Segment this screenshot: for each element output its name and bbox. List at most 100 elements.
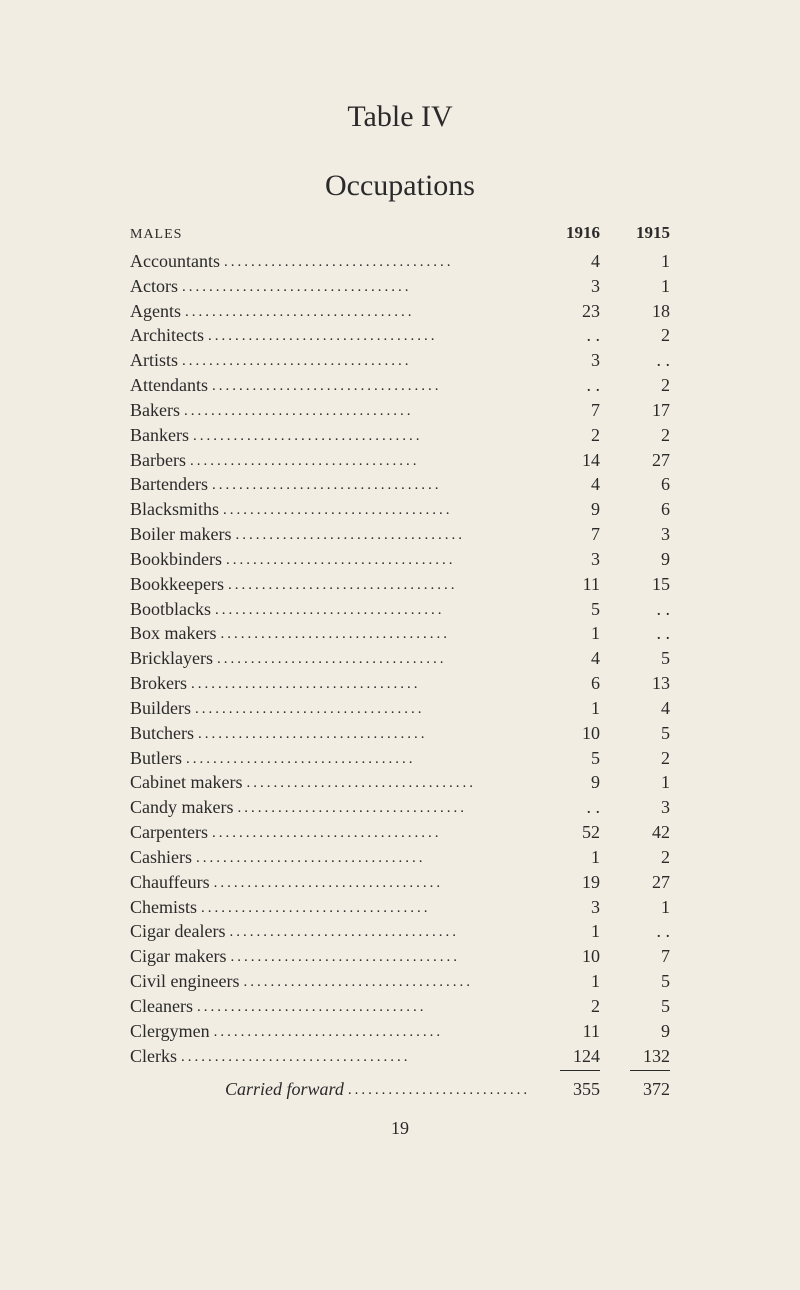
row-label: Artists — [130, 348, 182, 373]
dot-leader: .................................. — [186, 749, 530, 770]
carried-forward-row: Carried forward ........................… — [130, 1077, 670, 1102]
table-row: Bakers..................................… — [130, 398, 670, 423]
dot-leader: .................................. — [181, 1047, 530, 1068]
row-label: Box makers — [130, 621, 220, 646]
row-label: Boiler makers — [130, 522, 235, 547]
row-value-1915: 4 — [600, 696, 670, 721]
row-label: Cabinet makers — [130, 770, 246, 795]
row-value-1916: 1 — [530, 621, 600, 646]
table-row: Chemists................................… — [130, 895, 670, 920]
row-value-1915: 132 — [600, 1044, 670, 1069]
row-value-1916: 1 — [530, 919, 600, 944]
table-row: Clergymen...............................… — [130, 1019, 670, 1044]
table-row: Cashiers................................… — [130, 845, 670, 870]
row-value-1915: . . — [600, 621, 670, 646]
row-value-1915: 1 — [600, 274, 670, 299]
row-label: Builders — [130, 696, 195, 721]
table-row: Clerks..................................… — [130, 1044, 670, 1069]
row-value-1915: 7 — [600, 944, 670, 969]
row-value-1915: 6 — [600, 472, 670, 497]
row-value-1915: 5 — [600, 994, 670, 1019]
dot-leader: .................................. — [214, 1022, 530, 1043]
dot-leader: .................................. — [217, 649, 530, 670]
dot-leader: .................................. — [185, 302, 530, 323]
row-value-1916: 1 — [530, 845, 600, 870]
row-value-1916: 10 — [530, 721, 600, 746]
table-row: Chauffeurs..............................… — [130, 870, 670, 895]
row-value-1915: 1 — [600, 249, 670, 274]
row-value-1915: 18 — [600, 299, 670, 324]
dot-leader: .................................. — [224, 252, 530, 273]
table-row: Bartenders..............................… — [130, 472, 670, 497]
row-label: Candy makers — [130, 795, 237, 820]
row-value-1915: 27 — [600, 448, 670, 473]
dot-leader: .................................. — [182, 351, 530, 372]
row-value-1916: 3 — [530, 895, 600, 920]
row-value-1916: . . — [530, 373, 600, 398]
dot-leader: .................................. — [229, 922, 530, 943]
totals-rule — [130, 1070, 670, 1071]
table-header-row: MALES 1916 1915 — [130, 223, 670, 243]
table-row: Candy makers............................… — [130, 795, 670, 820]
table-row: Carpenters..............................… — [130, 820, 670, 845]
row-value-1916: 9 — [530, 497, 600, 522]
dot-leader: .................................. — [191, 674, 530, 695]
table-row: Cigar makers............................… — [130, 944, 670, 969]
table-row: Actors..................................… — [130, 274, 670, 299]
row-value-1915: 2 — [600, 746, 670, 771]
carried-forward-1916: 355 — [530, 1077, 600, 1102]
table-row: Agents..................................… — [130, 299, 670, 324]
row-value-1916: 4 — [530, 646, 600, 671]
row-label: Brokers — [130, 671, 191, 696]
row-value-1916: 9 — [530, 770, 600, 795]
row-value-1915: 6 — [600, 497, 670, 522]
row-label: Civil engineers — [130, 969, 243, 994]
table-row: Butlers.................................… — [130, 746, 670, 771]
dot-leader: .................................. — [184, 401, 530, 422]
row-value-1916: 4 — [530, 472, 600, 497]
row-label: Architects — [130, 323, 208, 348]
dot-leader: .................................. — [196, 848, 530, 869]
table-title: Table IV — [130, 100, 670, 134]
row-value-1915: 9 — [600, 547, 670, 572]
table-row: Bricklayers.............................… — [130, 646, 670, 671]
table-row: Butchers................................… — [130, 721, 670, 746]
row-value-1915: 2 — [600, 845, 670, 870]
dot-leader: .................................. — [195, 699, 530, 720]
row-label: Clergymen — [130, 1019, 214, 1044]
row-value-1915: 15 — [600, 572, 670, 597]
row-value-1915: 17 — [600, 398, 670, 423]
row-label: Accountants — [130, 249, 224, 274]
row-value-1915: 1 — [600, 770, 670, 795]
dot-leader: .................................. — [235, 525, 530, 546]
row-label: Agents — [130, 299, 185, 324]
row-value-1916: 23 — [530, 299, 600, 324]
dot-leader: .................................. — [201, 898, 530, 919]
row-value-1916: 2 — [530, 423, 600, 448]
dot-leader: .................................. — [214, 873, 530, 894]
page-number: 19 — [130, 1118, 670, 1139]
row-value-1916: 1 — [530, 969, 600, 994]
table-row: Accountants.............................… — [130, 249, 670, 274]
dot-leader: .................................. — [226, 550, 530, 571]
row-value-1915: 5 — [600, 646, 670, 671]
row-value-1915: 42 — [600, 820, 670, 845]
row-value-1915: 5 — [600, 721, 670, 746]
row-value-1916: 3 — [530, 348, 600, 373]
table-row: Attendants..............................… — [130, 373, 670, 398]
row-value-1916: 5 — [530, 597, 600, 622]
dot-leader: .................................. — [193, 426, 530, 447]
row-value-1916: 11 — [530, 1019, 600, 1044]
row-value-1916: 11 — [530, 572, 600, 597]
carried-forward-1915: 372 — [600, 1077, 670, 1102]
row-value-1915: 2 — [600, 323, 670, 348]
dot-leader: .................................. — [208, 326, 530, 347]
row-label: Bricklayers — [130, 646, 217, 671]
header-year-1915: 1915 — [600, 223, 670, 243]
table-row: Boiler makers...........................… — [130, 522, 670, 547]
row-label: Cigar dealers — [130, 919, 229, 944]
table-row: Bankers.................................… — [130, 423, 670, 448]
row-value-1916: . . — [530, 795, 600, 820]
row-value-1916: 7 — [530, 398, 600, 423]
row-value-1915: . . — [600, 597, 670, 622]
